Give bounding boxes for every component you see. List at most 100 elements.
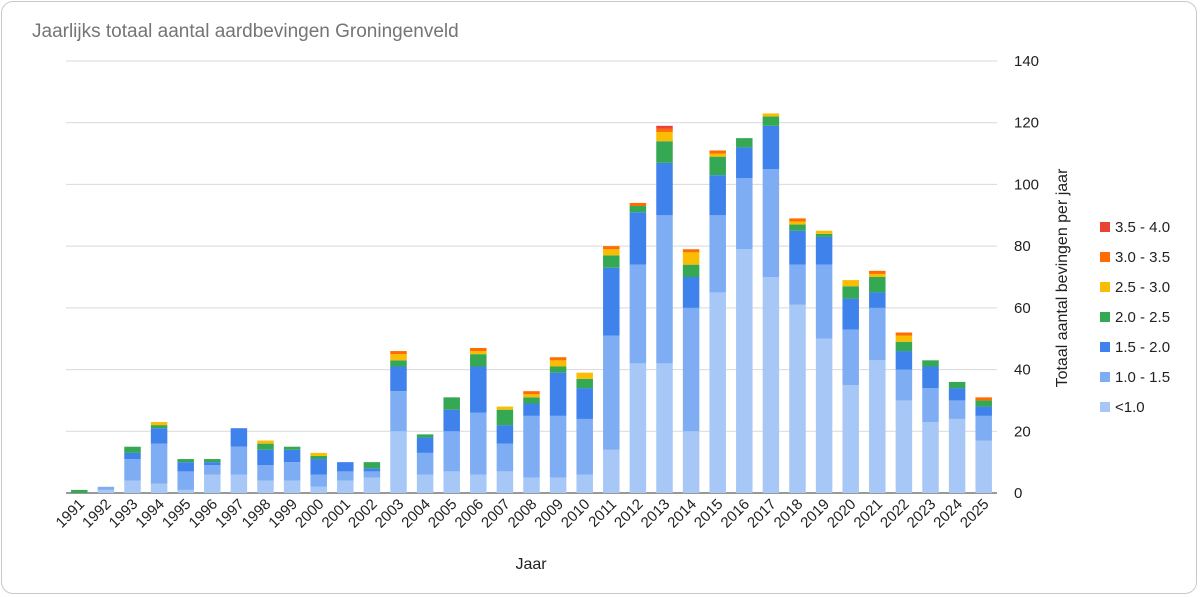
bar-segment — [895, 335, 913, 342]
legend-swatch — [1100, 402, 1110, 412]
bar-segment — [629, 264, 647, 364]
x-tick-label: 2018 — [771, 496, 807, 532]
bar-segment — [549, 372, 567, 416]
bar-segment — [842, 385, 859, 493]
y-tick-label: 20 — [1014, 423, 1031, 440]
bar-segment — [523, 394, 540, 398]
legend-label: 2.0 - 2.5 — [1115, 309, 1170, 326]
bar-segment — [496, 406, 514, 410]
bar-segment — [789, 221, 806, 225]
bar-segment — [815, 338, 833, 493]
bar-segment — [470, 354, 487, 367]
bar-segment — [656, 141, 673, 163]
bar-segment — [523, 415, 540, 478]
bar-segment — [709, 156, 726, 176]
x-tick-label: 2013 — [638, 496, 674, 532]
bar-segment — [789, 230, 806, 265]
bar-segment — [390, 360, 407, 367]
bar-segment — [576, 418, 593, 475]
legend-swatch — [1100, 252, 1110, 262]
bar-segment — [416, 474, 434, 493]
bar-segment — [204, 465, 221, 475]
bar-segment — [975, 415, 992, 441]
bar-segment — [124, 480, 141, 493]
y-tick-label: 40 — [1014, 362, 1031, 379]
bar-segment — [363, 462, 381, 469]
legend-label: 2.5 - 3.0 — [1115, 279, 1170, 296]
bar-segment — [895, 369, 913, 401]
x-tick-label: 1999 — [265, 496, 301, 532]
bar-segment — [177, 489, 194, 493]
bar-segment — [549, 357, 567, 361]
x-axis-label: Jaar — [515, 556, 547, 573]
bar-segment — [549, 415, 567, 478]
bar-segment — [230, 428, 248, 447]
legend-swatch — [1100, 342, 1110, 352]
bar-segment — [656, 131, 673, 142]
x-tick-label: 1993 — [106, 496, 142, 532]
bar-segment — [310, 486, 327, 493]
bar-segment — [629, 206, 647, 213]
x-tick-label: 2000 — [292, 496, 328, 532]
bar-segment — [390, 391, 407, 432]
y-tick-label: 100 — [1014, 176, 1039, 193]
bar-segment — [656, 363, 673, 493]
bar-segment — [682, 264, 700, 277]
bar-segment — [948, 418, 966, 493]
bar-segment — [656, 125, 673, 129]
bar-segment — [549, 477, 567, 493]
bar-segment — [736, 249, 753, 493]
bar-segment — [97, 486, 115, 490]
bar-segment — [496, 471, 514, 493]
bar-segment — [150, 428, 168, 444]
bar-segment — [390, 351, 407, 355]
legend: 3.5 - 4.0 3.0 - 3.5 2.5 - 3.0 2.0 - 2.5 1.5 … — [1100, 219, 1170, 416]
bar-segment — [682, 249, 700, 253]
bar-segment — [869, 307, 886, 361]
bar-segment — [549, 366, 567, 373]
x-tick-label: 2022 — [877, 496, 913, 532]
bar-segment — [363, 477, 381, 493]
bar-segment — [310, 474, 327, 487]
bar-segment — [283, 446, 301, 450]
gridlines — [66, 60, 997, 494]
x-tick-label: 2010 — [558, 496, 594, 532]
bar-segment — [789, 218, 806, 222]
legend-swatch — [1100, 222, 1110, 232]
bar-segment — [656, 162, 673, 216]
bar-segment — [257, 440, 274, 444]
bar-segment — [842, 329, 859, 385]
bar-segment — [523, 391, 540, 395]
bar-segment — [496, 425, 514, 444]
x-tick-label: 2014 — [664, 496, 700, 532]
bar-segment — [71, 489, 88, 493]
x-tick-label: 2023 — [904, 496, 940, 532]
bar-segment — [815, 233, 833, 237]
bar-segment — [310, 452, 327, 456]
bar-segment — [283, 480, 301, 493]
bar-segment — [523, 477, 540, 493]
x-tick-label: 2021 — [851, 496, 887, 532]
bar-segment — [363, 471, 381, 478]
x-tick-label: 2001 — [319, 496, 355, 532]
bar-segment — [656, 215, 673, 364]
x-tick-label: 1994 — [132, 496, 168, 532]
x-tick-label: 2008 — [505, 496, 541, 532]
x-tick-label: 2024 — [930, 496, 966, 532]
bar-segment — [869, 277, 886, 293]
bar-segment — [789, 304, 806, 493]
bar-segment — [682, 252, 700, 265]
bar-segment — [736, 178, 753, 250]
bar-segment — [922, 388, 939, 423]
bar-segment — [230, 446, 248, 475]
legend-label: 3.0 - 3.5 — [1115, 249, 1170, 266]
bar-segment — [815, 230, 833, 234]
bar-segment — [363, 468, 381, 472]
bar-segment — [576, 378, 593, 389]
bar-segment — [257, 465, 274, 481]
bar-segment — [895, 351, 913, 370]
bar-segment — [204, 462, 221, 466]
bar-segment — [975, 400, 992, 407]
bar-segment — [177, 471, 194, 490]
bar-segment — [948, 400, 966, 419]
